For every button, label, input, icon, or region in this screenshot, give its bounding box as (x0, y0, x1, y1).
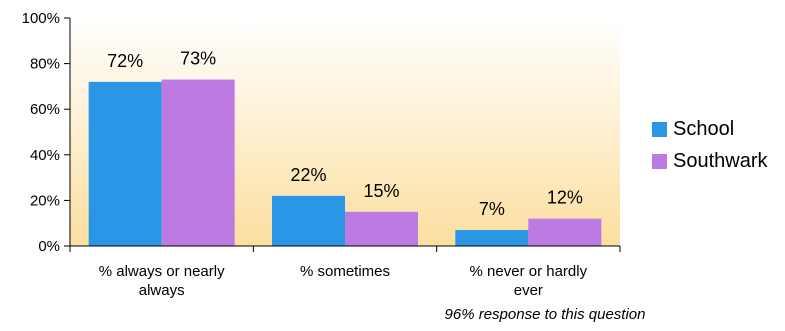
legend-item-southwark: Southwark (652, 145, 768, 177)
y-tick-label: 40% (30, 147, 60, 164)
x-tick-label: always (139, 282, 185, 299)
bar-southwark-1 (345, 211, 418, 246)
y-axis-ticks: 0% 20% 40% 60% 80% 100% (22, 10, 70, 255)
data-label-southwark-0: 73% (180, 49, 216, 69)
bar-southwark-0 (161, 79, 235, 246)
data-label-southwark-2: 12% (547, 188, 583, 208)
legend-label-southwark: Southwark (673, 149, 768, 172)
bar-southwark-2 (528, 218, 602, 246)
legend-item-school: School (652, 113, 768, 145)
x-tick-label: ever (514, 282, 543, 299)
data-label-school-1: 22% (290, 165, 326, 185)
axes (69, 18, 621, 252)
bar-school-1 (272, 195, 345, 246)
y-tick-label: 60% (30, 101, 60, 118)
x-axis-labels: % always or nearly always % sometimes % nev… (99, 263, 588, 299)
data-label-southwark-1: 15% (363, 181, 399, 201)
data-label-school-0: 72% (107, 51, 143, 71)
legend-label-school: School (673, 117, 735, 140)
legend-swatch-southwark (652, 153, 667, 169)
y-tick-label: 20% (30, 192, 60, 209)
bar-school-0 (88, 81, 162, 246)
response-note: 96% response to this question (444, 306, 646, 323)
legend-swatch-school (652, 121, 667, 137)
y-tick-label: 100% (22, 10, 60, 27)
bar-school-2 (455, 230, 529, 246)
bars (88, 79, 602, 246)
legend: School Southwark (652, 113, 768, 177)
x-tick-label: % never or hardly (470, 263, 588, 280)
x-tick-label: % sometimes (300, 263, 390, 280)
x-tick-label: % always or nearly (99, 263, 225, 280)
data-label-school-2: 7% (479, 199, 505, 219)
data-labels: 72% 73% 22% 15% 7% 12% (107, 49, 583, 219)
y-tick-label: 0% (38, 238, 60, 255)
y-tick-label: 80% (30, 56, 60, 73)
